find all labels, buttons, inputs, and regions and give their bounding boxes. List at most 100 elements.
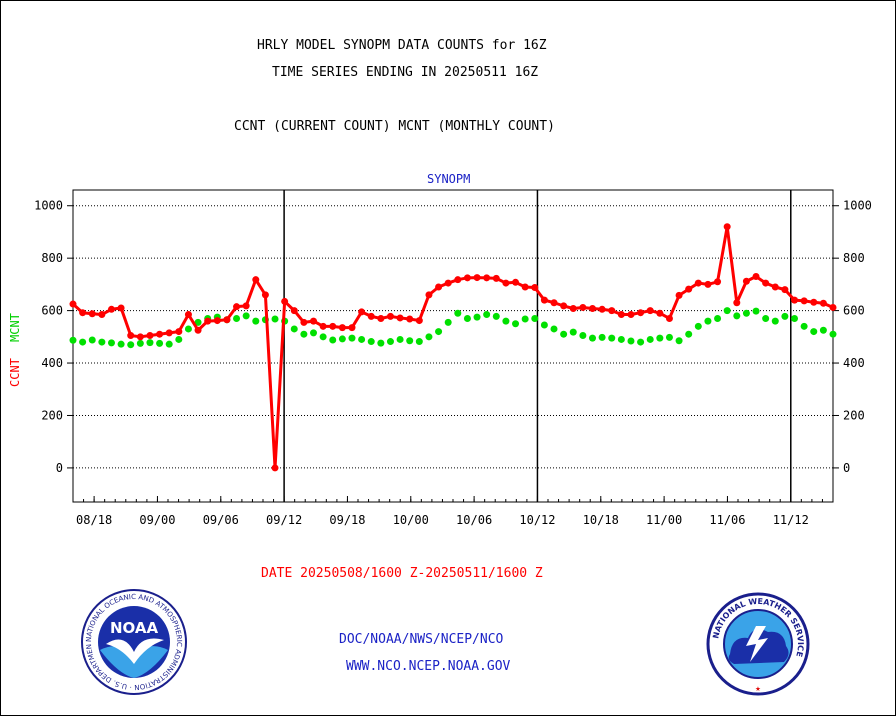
point-mcnt bbox=[521, 315, 529, 323]
point-ccnt bbox=[319, 322, 327, 330]
point-mcnt bbox=[435, 328, 443, 336]
point-mcnt bbox=[136, 339, 144, 347]
point-ccnt bbox=[800, 297, 808, 305]
point-ccnt bbox=[310, 317, 318, 325]
point-mcnt bbox=[694, 322, 702, 330]
xtick-label-8: 10/18 bbox=[583, 513, 619, 527]
point-ccnt bbox=[665, 314, 673, 322]
point-mcnt bbox=[550, 325, 558, 333]
link-nco-website[interactable]: WWW.NCO.NCEP.NOAA.GOV bbox=[346, 659, 511, 674]
point-mcnt bbox=[146, 339, 154, 347]
point-mcnt bbox=[415, 338, 423, 346]
point-mcnt bbox=[252, 317, 260, 325]
point-ccnt bbox=[242, 302, 250, 310]
point-mcnt bbox=[714, 314, 722, 322]
ytick-label-right-400: 400 bbox=[843, 356, 865, 370]
point-mcnt bbox=[367, 338, 375, 346]
point-ccnt bbox=[223, 316, 231, 324]
point-mcnt bbox=[377, 339, 385, 347]
point-ccnt bbox=[194, 326, 202, 334]
series-line-ccnt bbox=[71, 225, 834, 470]
point-mcnt bbox=[675, 337, 683, 345]
point-ccnt bbox=[271, 464, 279, 472]
link-doc-noaa[interactable]: DOC/NOAA/NWS/NCEP/NCO bbox=[339, 632, 504, 647]
point-ccnt bbox=[473, 274, 481, 282]
point-ccnt bbox=[69, 300, 77, 308]
point-ccnt bbox=[358, 308, 366, 316]
point-mcnt bbox=[454, 309, 462, 317]
xtick-label-2: 09/06 bbox=[203, 513, 239, 527]
point-ccnt bbox=[406, 315, 414, 323]
xtick-label-7: 10/12 bbox=[519, 513, 555, 527]
point-ccnt bbox=[579, 303, 587, 311]
point-mcnt bbox=[483, 311, 491, 319]
point-ccnt bbox=[367, 312, 375, 320]
point-mcnt bbox=[598, 333, 606, 341]
point-mcnt bbox=[444, 318, 452, 326]
point-mcnt bbox=[800, 322, 808, 330]
title-line-1: HRLY MODEL SYNOPM DATA COUNTS for 16Z bbox=[257, 38, 547, 53]
point-ccnt bbox=[819, 299, 827, 307]
point-mcnt bbox=[685, 330, 693, 338]
point-ccnt bbox=[252, 276, 260, 284]
point-ccnt bbox=[127, 332, 135, 340]
point-ccnt bbox=[213, 317, 221, 325]
ytick-label-right-0: 0 bbox=[843, 461, 850, 475]
ylabel-mcnt: MCNT bbox=[8, 313, 22, 342]
chart-subtitle: CCNT (CURRENT COUNT) MCNT (MONTHLY COUNT… bbox=[234, 119, 555, 134]
point-ccnt bbox=[569, 305, 577, 313]
xtick-label-10: 11/06 bbox=[709, 513, 745, 527]
point-mcnt bbox=[512, 320, 520, 328]
point-mcnt bbox=[396, 335, 404, 343]
point-mcnt bbox=[617, 335, 625, 343]
point-ccnt bbox=[550, 299, 558, 307]
point-mcnt bbox=[348, 334, 356, 342]
point-ccnt bbox=[184, 311, 192, 319]
point-ccnt bbox=[175, 328, 183, 336]
xtick-label-5: 10/00 bbox=[393, 513, 429, 527]
point-mcnt bbox=[175, 335, 183, 343]
point-ccnt bbox=[791, 296, 799, 304]
point-ccnt bbox=[386, 312, 394, 320]
noaa-logo-text: NOAA bbox=[110, 619, 159, 637]
point-mcnt bbox=[781, 312, 789, 320]
point-mcnt bbox=[771, 317, 779, 325]
xtick-label-9: 11/00 bbox=[646, 513, 682, 527]
point-mcnt bbox=[156, 339, 164, 347]
point-mcnt bbox=[310, 329, 318, 337]
ytick-label-left-0: 0 bbox=[56, 461, 63, 475]
point-mcnt bbox=[117, 340, 125, 348]
point-mcnt bbox=[463, 314, 471, 322]
point-ccnt bbox=[261, 291, 269, 299]
point-ccnt bbox=[233, 303, 241, 311]
point-mcnt bbox=[473, 313, 481, 321]
point-mcnt bbox=[752, 307, 760, 315]
point-mcnt bbox=[358, 335, 366, 343]
point-ccnt bbox=[156, 330, 164, 338]
point-ccnt bbox=[492, 274, 500, 282]
point-mcnt bbox=[127, 341, 135, 349]
point-mcnt bbox=[560, 330, 568, 338]
point-mcnt bbox=[656, 334, 664, 342]
point-mcnt bbox=[184, 325, 192, 333]
point-mcnt bbox=[107, 339, 115, 347]
point-mcnt bbox=[425, 333, 433, 341]
point-ccnt bbox=[377, 314, 385, 322]
point-ccnt bbox=[415, 317, 423, 325]
nws-star-icon: ★ bbox=[755, 684, 761, 694]
point-mcnt bbox=[79, 338, 87, 346]
point-mcnt bbox=[329, 336, 337, 344]
point-ccnt bbox=[646, 307, 654, 315]
point-mcnt bbox=[338, 335, 346, 343]
ytick-label-left-600: 600 bbox=[41, 304, 63, 318]
xtick-label-3: 09/12 bbox=[266, 513, 302, 527]
ytick-label-left-800: 800 bbox=[41, 251, 63, 265]
point-ccnt bbox=[425, 291, 433, 299]
xtick-label-1: 09/00 bbox=[139, 513, 175, 527]
point-ccnt bbox=[329, 322, 337, 330]
ytick-label-right-800: 800 bbox=[843, 251, 865, 265]
panel-title: SYNOPM bbox=[427, 172, 471, 186]
point-ccnt bbox=[733, 299, 741, 307]
ytick-label-right-1000: 1000 bbox=[843, 199, 872, 213]
point-mcnt bbox=[637, 338, 645, 346]
